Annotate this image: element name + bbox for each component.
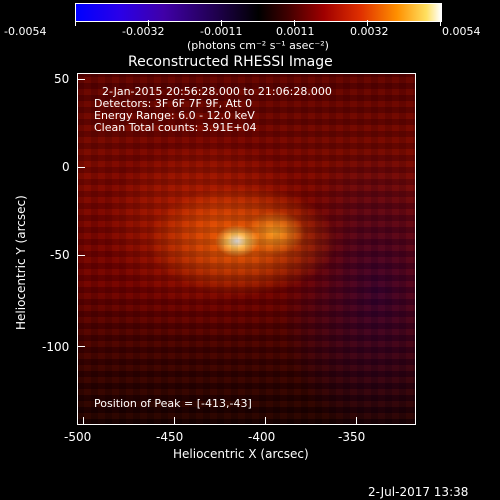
colorbar-units: (photons cm⁻² s⁻¹ asec⁻²) <box>187 39 329 52</box>
colorbar <box>75 3 442 22</box>
solar-xray-image <box>77 73 416 425</box>
colorbar-tick-label: -0.0011 <box>200 25 243 38</box>
plot-frame <box>77 73 416 425</box>
y-tick-label: -100 <box>42 340 70 354</box>
y-tick-label: 0 <box>62 160 70 174</box>
time-range: 2-Jan-2015 20:56:28.000 to 21:06:28.000 <box>102 85 332 98</box>
x-tick-label: -500 <box>64 430 92 444</box>
colorbar-tick-label: 0.0032 <box>350 25 389 38</box>
colorbar-tick-marks <box>75 20 442 26</box>
colorbar-tick-label: -0.0032 <box>122 25 165 38</box>
colorbar-tick-label: 0.0011 <box>276 25 315 38</box>
x-tick-label: -400 <box>248 430 276 444</box>
clean-total-counts: Clean Total counts: 3.91E+04 <box>94 121 257 134</box>
x-tick-marks <box>77 417 416 425</box>
y-axis-label: Heliocentric Y (arcsec) <box>14 195 28 330</box>
y-tick-marks <box>77 73 85 425</box>
timestamp: 2-Jul-2017 13:38 <box>368 485 469 499</box>
y-tick-label: 50 <box>54 72 70 86</box>
x-tick-label: -350 <box>338 430 366 444</box>
y-tick-label: -50 <box>50 248 70 262</box>
plot-title: Reconstructed RHESSI Image <box>128 54 333 70</box>
detectors: Detectors: 3F 6F 7F 9F, Att 0 <box>94 97 253 110</box>
colorbar-tick-label: -0.0054 <box>4 25 47 38</box>
colorbar-tick-label: 0.0054 <box>442 25 481 38</box>
peak-position: Position of Peak = [-413,-43] <box>94 397 252 410</box>
energy-range: Energy Range: 6.0 - 12.0 keV <box>94 109 255 122</box>
texture-overlay <box>77 73 416 425</box>
x-tick-label: -450 <box>156 430 184 444</box>
x-axis-label: Heliocentric X (arcsec) <box>173 447 309 461</box>
